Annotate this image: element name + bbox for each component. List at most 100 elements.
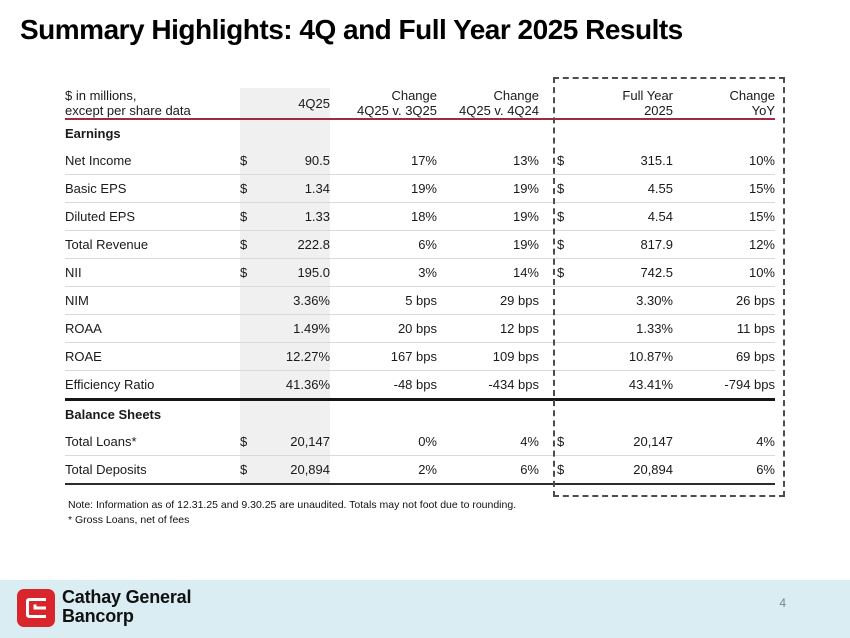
cell-q-value: 20,147 (264, 428, 330, 456)
cell-fy-value: 4.54 (583, 202, 673, 231)
cell-change-yoy-q: 4% (520, 434, 539, 449)
section-title: Balance Sheets (65, 398, 240, 428)
header-change-yoy-q-cell: Change 4Q25 v. 4Q24 (437, 88, 539, 120)
cell-change-qoq: 0% (418, 434, 437, 449)
table-row: Total Deposits $20,894 2% 6% $20,894 6% (65, 455, 775, 485)
cathay-logo-icon (17, 589, 55, 627)
cell-change-qoq (330, 398, 437, 428)
cell-change-yoy-q: 14% (437, 258, 539, 287)
cell-spacer (539, 258, 557, 287)
cell-fy-value: 817.9 (583, 230, 673, 259)
cell-change-qoq (330, 119, 437, 147)
cell-q-dollar: $ (240, 258, 264, 287)
table-row: Total Loans* $20,147 0% 4% $20,147 4% (65, 428, 775, 456)
cell-change-yoy-q: 6% (437, 455, 539, 485)
cell-q-value: 195.0 (264, 258, 330, 287)
cell-q-value: 1.33 (264, 202, 330, 231)
cell-change-yoy-q (437, 119, 539, 147)
cell-q-value (264, 119, 330, 147)
cell-change-yoy-q: 13% (512, 153, 539, 168)
table-row: ROAA 1.49% 20 bps 12 bps 1.33% 11 bps (65, 314, 775, 343)
cell-change-yoy-q: 19% (437, 174, 539, 203)
header-change-yoy-q-line1: Change (493, 88, 539, 103)
cell-spacer (539, 286, 557, 315)
cell-q-value: 3.36% (264, 286, 330, 315)
header-change-qoq-cell: Change 4Q25 v. 3Q25 (330, 88, 437, 120)
table-body: Earnings Net Income $90.5 17% 13% $315.1 10% Ba… (65, 119, 775, 485)
header-q-dollar-cell (240, 88, 264, 120)
cell-fy-value (583, 119, 673, 147)
cell-q-dollar (240, 398, 264, 428)
header-label-line1: $ in millions, (65, 88, 137, 103)
cell-q-value: 222.8 (264, 230, 330, 259)
cell-change-qoq: 18% (330, 202, 437, 231)
cell-change-yoy-fy: 15% (673, 174, 775, 203)
cell-q-dollar: $ (240, 202, 264, 231)
header-label-line2: except per share data (65, 103, 191, 118)
brand-name: Cathay General Bancorp (62, 588, 191, 626)
table-row: Basic EPS $1.34 19% 19% $4.55 15% (65, 174, 775, 203)
cell-spacer (539, 119, 557, 147)
cell-label: Basic EPS (65, 174, 240, 203)
cell-q-value (264, 398, 330, 428)
cell-q-dollar: $ (240, 230, 264, 259)
cell-change-yoy-fy: 11 bps (673, 314, 775, 343)
cell-change-qoq: 20 bps (330, 314, 437, 343)
note-line: Note: Information as of 12.31.25 and 9.3… (68, 499, 517, 511)
cell-q-dollar (240, 286, 264, 315)
cell-fy-dollar (557, 370, 583, 400)
cell-change-qoq: -48 bps (330, 370, 437, 400)
cell-change-yoy-fy: 6% (673, 455, 775, 485)
cell-change-qoq: 5 bps (330, 286, 437, 315)
header-full-year-line2: 2025 (644, 103, 673, 118)
table-row: Total Revenue $222.8 6% 19% $817.9 12% (65, 230, 775, 259)
table-row: ROAE 12.27% 167 bps 109 bps 10.87% 69 bps (65, 342, 775, 371)
cell-fy-value: 20,147 (633, 434, 673, 449)
cell-spacer (539, 314, 557, 343)
cell-change-qoq: 3% (330, 258, 437, 287)
page-number: 4 (779, 596, 786, 610)
cell-label: ROAE (65, 342, 240, 371)
cell-label: Total Loans* (65, 434, 137, 449)
cell-label: NII (65, 258, 240, 287)
cell-fy-dollar: $ (557, 153, 565, 168)
header-row: $ in millions, except per share data 4Q2… (65, 88, 775, 120)
header-change-yoy-fy-line1: Change (729, 88, 775, 103)
cell-change-qoq: 17% (410, 153, 437, 168)
cell-label: Diluted EPS (65, 202, 240, 231)
cell-q-dollar (240, 119, 264, 147)
header-full-year-cell: Full Year 2025 (583, 88, 673, 120)
cell-label: ROAA (65, 314, 240, 343)
cell-fy-value: 315.1 (640, 153, 673, 168)
cell-q-value: 12.27% (264, 342, 330, 371)
cell-change-yoy-q: 12 bps (437, 314, 539, 343)
table-header: $ in millions, except per share data 4Q2… (65, 88, 775, 120)
cell-fy-dollar (557, 119, 583, 147)
cell-change-qoq: 19% (330, 174, 437, 203)
footer-bar: Cathay General Bancorp 4 (0, 580, 850, 638)
cell-fy-dollar: $ (557, 258, 583, 287)
cell-fy-value: 43.41% (583, 370, 673, 400)
cell-fy-dollar (557, 314, 583, 343)
cell-spacer (539, 342, 557, 371)
cell-q-dollar (240, 342, 264, 371)
cell-label: Net Income (65, 153, 132, 168)
header-change-qoq-line2: 4Q25 v. 3Q25 (357, 103, 437, 118)
cell-q-dollar: $ (240, 147, 264, 175)
header-change-yoy-fy-cell: Change YoY (673, 88, 775, 120)
cell-q-value: 90.5 (264, 147, 330, 175)
cell-fy-dollar: $ (557, 202, 583, 231)
cell-q-value: 1.34 (264, 174, 330, 203)
cell-label: NIM (65, 286, 240, 315)
cell-spacer (539, 398, 557, 428)
section-title: Earnings (65, 126, 121, 141)
cell-change-yoy-q: 19% (437, 230, 539, 259)
cell-spacer (539, 455, 557, 485)
cell-fy-dollar: $ (557, 434, 565, 449)
cell-change-yoy-fy: 15% (673, 202, 775, 231)
table-row: Diluted EPS $1.33 18% 19% $4.54 15% (65, 202, 775, 231)
header-change-yoy-q-line2: 4Q25 v. 4Q24 (459, 103, 539, 118)
cell-spacer (539, 147, 557, 175)
section-header-row: Balance Sheets (65, 398, 775, 428)
cell-q-value: 41.36% (264, 370, 330, 400)
